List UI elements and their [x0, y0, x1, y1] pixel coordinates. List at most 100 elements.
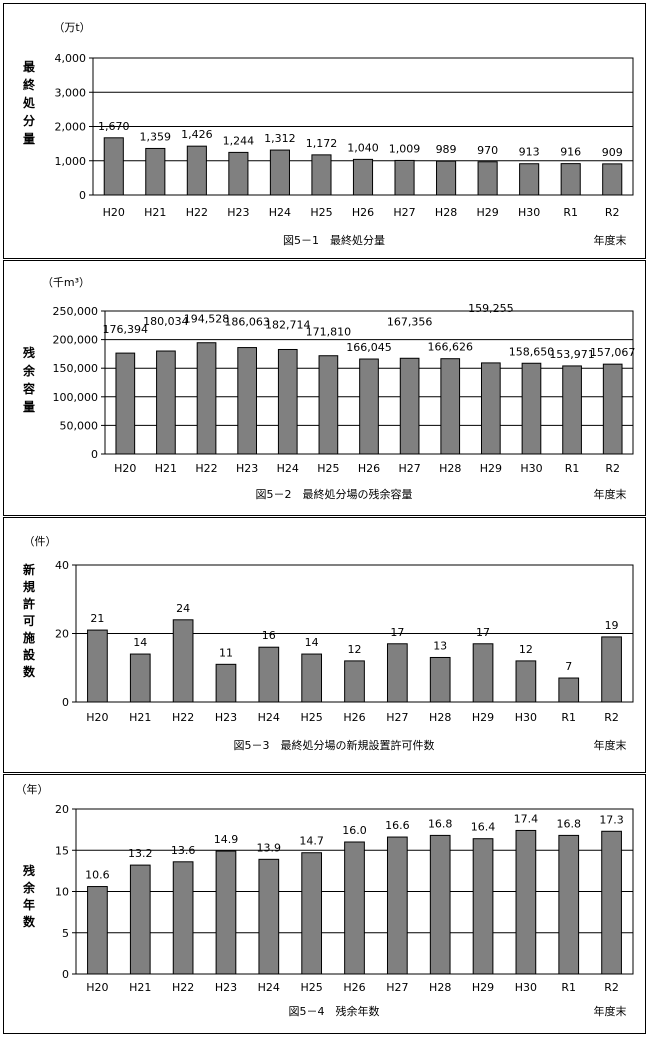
x-tick-label: H25: [301, 981, 323, 994]
x-axis-label: 年度末: [594, 233, 627, 247]
data-label: 1,670: [98, 120, 130, 133]
bar-H29: [472, 838, 494, 975]
data-label: 7: [565, 660, 572, 673]
bar-H30: [519, 163, 540, 196]
x-tick-label: H26: [352, 206, 374, 219]
bar-H28: [429, 834, 451, 975]
y-tick-label: 250,000: [53, 305, 99, 318]
data-label: 14: [133, 636, 147, 649]
x-tick-label: R2: [605, 462, 620, 475]
x-tick-label: H29: [480, 462, 502, 475]
data-label: 1,244: [223, 134, 255, 147]
x-tick-label: R1: [561, 981, 576, 994]
bar-H29: [481, 362, 501, 455]
x-tick-label: H25: [310, 206, 332, 219]
bar-H22: [172, 619, 194, 703]
x-tick-label: H21: [129, 981, 151, 994]
bar-H23: [237, 347, 257, 455]
y-axis-label: 最終処分量: [22, 60, 36, 146]
bar-H25: [318, 355, 339, 455]
data-label: 12: [519, 643, 533, 656]
data-label: 14.9: [214, 833, 239, 846]
data-label: 16.6: [385, 819, 410, 832]
y-tick-label: 2,000: [55, 121, 87, 134]
y-tick-label: 10: [55, 886, 69, 899]
data-label: 1,172: [306, 137, 338, 150]
bar-H24: [258, 858, 280, 975]
bar-H22: [186, 145, 207, 196]
x-tick-label: H20: [86, 981, 108, 994]
data-label: 180,034: [143, 315, 189, 328]
y-tick-label: 40: [55, 559, 69, 572]
data-label: 166,626: [427, 341, 473, 354]
data-label: 10.6: [85, 869, 110, 882]
y-tick-label: 0: [79, 189, 86, 202]
bar-H28: [440, 358, 461, 455]
bar-R2: [602, 363, 623, 455]
bar-H20: [87, 629, 108, 703]
bar-H23: [215, 850, 237, 975]
bar-H20: [103, 137, 124, 196]
bar-H20: [87, 886, 108, 975]
x-tick-label: H21: [144, 206, 166, 219]
x-tick-label: H26: [343, 711, 365, 724]
bar-R1: [558, 677, 580, 703]
bar-H21: [156, 350, 176, 455]
x-tick-label: H30: [515, 981, 537, 994]
data-label: 157,067: [590, 346, 636, 359]
x-tick-label: H24: [269, 206, 291, 219]
x-tick-label: H22: [195, 462, 217, 475]
chart-title: 図5－1 最終処分量: [283, 233, 385, 247]
chart-svg: 0 1,000 2,000 3,000 4,000 1,670 H20 1,359 H21 1,4…: [22, 21, 634, 247]
bar-R2: [601, 830, 622, 975]
x-tick-label: H26: [358, 462, 380, 475]
data-label: 16.8: [428, 817, 453, 830]
chart-panel-disposal-amount: 0 1,000 2,000 3,000 4,000 1,670 H20 1,359 H21 1,4…: [3, 3, 646, 259]
unit-label: （件）: [24, 535, 57, 548]
bar-H23: [228, 151, 249, 196]
data-label: 989: [436, 143, 457, 156]
unit-label: （千m³）: [42, 276, 90, 289]
bar-R2: [602, 163, 623, 196]
data-label: 153,971: [549, 348, 595, 361]
y-tick-label: 20: [55, 803, 69, 816]
x-tick-label: R2: [604, 981, 619, 994]
x-tick-label: H30: [515, 711, 537, 724]
y-tick-label: 20: [55, 628, 69, 641]
data-label: 176,394: [103, 323, 149, 336]
data-label: 17: [476, 626, 490, 639]
x-axis-label: 年度末: [594, 487, 627, 501]
chart-panel-remaining-years: 0 5 10 15 20 10.6 H20 13.2 H21 13.6 H22 14.9 H23 13.9…: [3, 774, 646, 1034]
data-label: 970: [477, 144, 498, 157]
bar-H27: [386, 643, 408, 703]
y-tick-label: 4,000: [55, 52, 87, 65]
data-label: 14.7: [299, 835, 324, 848]
y-axis-label: 残余年数: [22, 863, 36, 929]
x-tick-label: R2: [605, 206, 620, 219]
bar-H29: [477, 161, 498, 196]
data-label: 13.6: [171, 844, 196, 857]
bar-R1: [560, 163, 581, 196]
y-tick-label: 150,000: [53, 362, 99, 375]
chart-title: 図5－4 残余年数: [289, 1004, 380, 1018]
bar-H25: [301, 653, 323, 703]
data-label: 16.8: [556, 817, 581, 830]
bar-H20: [115, 352, 136, 455]
x-tick-label: H29: [476, 206, 498, 219]
data-label: 159,255: [468, 302, 514, 315]
x-tick-label: H25: [301, 711, 323, 724]
data-label: 16.0: [342, 824, 367, 837]
x-tick-label: R1: [565, 462, 580, 475]
bar-H21: [129, 864, 151, 975]
x-tick-label: H27: [386, 981, 408, 994]
y-tick-label: 15: [55, 844, 69, 857]
data-label: 194,528: [184, 313, 230, 326]
x-tick-label: H30: [520, 462, 542, 475]
x-tick-label: H23: [227, 206, 249, 219]
data-label: 11: [219, 646, 233, 659]
data-label: 171,810: [306, 326, 352, 339]
x-tick-label: H28: [429, 981, 451, 994]
data-label: 13.9: [257, 841, 282, 854]
y-tick-label: 1,000: [55, 155, 87, 168]
